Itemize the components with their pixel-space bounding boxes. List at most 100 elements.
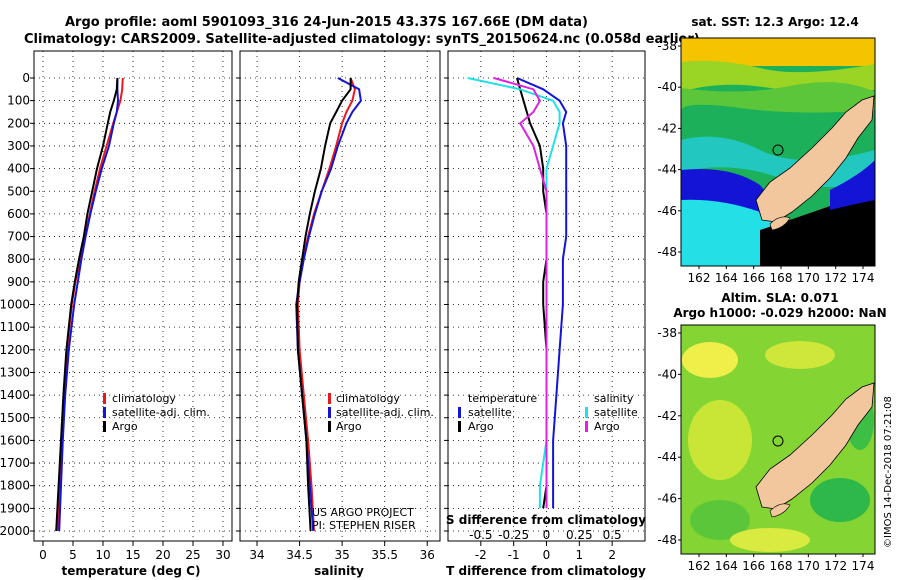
depth-tick-label: 1400: [0, 388, 30, 402]
x-tick-label: 1: [576, 548, 584, 562]
sst-float-marker: [772, 144, 784, 156]
depth-tick-label: 700: [7, 230, 30, 244]
legend-s-satellite: satellite: [594, 406, 638, 419]
difference-series: [467, 77, 568, 509]
legend-swatch-argo: [328, 421, 331, 432]
legend-climatology: climatology: [112, 392, 176, 405]
legend-argo: Argo: [112, 420, 138, 433]
sla-lat-labels: -38 -40 -42 -44 -46 -48: [657, 326, 681, 547]
series-line-salinity-argo: [493, 77, 548, 509]
depth-tick-label: 1600: [0, 433, 30, 447]
imos-watermark: ©IMOS 14-Dec-2018 07:21:08: [883, 396, 894, 548]
depth-tick-label: 200: [7, 116, 30, 130]
legend-satellite: satellite-adj. clim.: [336, 406, 434, 419]
salinity-legend: climatology satellite-adj. clim. Argo: [328, 392, 434, 433]
x-tick-label: -2: [475, 548, 487, 562]
map-lat-label: -44: [657, 163, 677, 177]
map-lat-label: -42: [657, 121, 677, 135]
sla-lon-labels: 162 164 166 168 170 172 174: [688, 554, 875, 573]
x-tick-label: 34.5: [286, 548, 313, 562]
title-line-2: Climatology: CARS2009. Satellite-adjuste…: [24, 32, 700, 47]
difference-panel: -2 -1 0 1 2 -0.5 -0.25 0 0.25 0.5: [444, 50, 646, 562]
map-lon-label: 164: [715, 559, 738, 573]
legend-swatch-satellite: [328, 407, 331, 418]
x-tick-label: 10: [95, 548, 110, 562]
x-tick-label: 35.5: [371, 548, 398, 562]
top-x-tick-label: 0: [543, 528, 551, 542]
map-lat-label: -48: [657, 533, 677, 547]
sla-float-marker: [772, 435, 784, 447]
map-lon-label: 164: [715, 271, 738, 285]
map-lat-label: -46: [657, 492, 677, 506]
legend-salinity-heading: salinity: [594, 392, 634, 405]
map-lat-label: -46: [657, 204, 677, 218]
depth-tick-label: 1500: [0, 411, 30, 425]
depth-tick-label: 2000: [0, 524, 30, 538]
map-lat-label: -44: [657, 450, 677, 464]
credit-line-1: US ARGO PROJECT: [312, 506, 414, 519]
x-tick-label: 15: [125, 548, 140, 562]
depth-tick-label: 400: [7, 162, 30, 176]
temperature-series: [55, 77, 124, 532]
credit-line-2: PI: STEPHEN RISER: [312, 519, 416, 532]
x-tick-label: -1: [508, 548, 520, 562]
depth-tick-label: 1700: [0, 456, 30, 470]
x-tick-label: 0: [543, 548, 551, 562]
sla-map: [681, 325, 875, 554]
legend-temperature-heading: temperature: [468, 392, 537, 405]
sst-map: [681, 38, 875, 266]
depth-tick-label: 1000: [0, 298, 30, 312]
map-lon-label: 172: [824, 559, 847, 573]
x-tick-label: 25: [185, 548, 200, 562]
map-lat-label: -48: [657, 245, 677, 259]
map-lon-label: 166: [742, 271, 765, 285]
salinity-panel: 34 34.5 35 35.5 36: [236, 50, 441, 562]
legend-satellite: satellite-adj. clim.: [112, 406, 210, 419]
x-tick-label: 36: [420, 548, 435, 562]
map-lat-label: -40: [657, 80, 677, 94]
x-tick-label: 20: [155, 548, 170, 562]
depth-tick-label: 1900: [0, 501, 30, 515]
salinity-x-ticks: 34 34.5 35 35.5 36: [249, 548, 434, 562]
difference-top-xlabel: S difference from climatology: [446, 513, 646, 527]
legend-swatch-s-satellite: [585, 407, 588, 418]
map-lat-label: -38: [657, 39, 677, 53]
sst-lon-labels: 162 164 166 168 170 172 174: [688, 266, 875, 285]
series-line-argo: [295, 78, 352, 532]
legend-t-satellite: satellite: [468, 406, 512, 419]
legend-swatch-satellite: [103, 407, 106, 418]
depth-tick-label: 100: [7, 94, 30, 108]
map-lon-label: 168: [770, 271, 793, 285]
series-line-temperature-satellite: [516, 77, 568, 509]
salinity-xlabel: salinity: [314, 564, 364, 578]
top-x-tick-label: 0.25: [566, 528, 593, 542]
map-lon-label: 174: [852, 559, 875, 573]
map-lat-label: -42: [657, 409, 677, 423]
map-lon-label: 172: [824, 271, 847, 285]
legend-swatch-argo: [103, 421, 106, 432]
depth-tick-label: 0: [22, 71, 30, 85]
depth-tick-label: 900: [7, 275, 30, 289]
sla-map-title-2: Argo h1000: -0.029 h2000: NaN: [673, 306, 886, 320]
depth-tick-label: 500: [7, 184, 30, 198]
difference-top-x-ticks: -0.5 -0.25 0 0.25 0.5: [469, 528, 622, 542]
sst-map-title: sat. SST: 12.3 Argo: 12.4: [691, 15, 858, 29]
temperature-legend: climatology satellite-adj. clim. Argo: [103, 392, 210, 433]
series-line-argo: [55, 77, 119, 532]
x-tick-label: 5: [69, 548, 77, 562]
difference-legend: temperature satellite Argo salinity sate…: [458, 392, 638, 433]
map-lon-label: 162: [688, 271, 711, 285]
salinity-series: [295, 77, 362, 532]
x-tick-label: 34: [249, 548, 264, 562]
legend-swatch-s-argo: [585, 421, 588, 432]
map-lon-label: 174: [852, 271, 875, 285]
map-lon-label: 162: [688, 559, 711, 573]
legend-swatch-t-argo: [458, 421, 461, 432]
x-tick-label: 2: [608, 548, 616, 562]
top-x-tick-label: -0.25: [498, 528, 529, 542]
x-tick-label: 30: [215, 548, 230, 562]
temperature-gridlines: [30, 51, 232, 546]
depth-tick-label: 1300: [0, 365, 30, 379]
depth-tick-label: 1800: [0, 479, 30, 493]
